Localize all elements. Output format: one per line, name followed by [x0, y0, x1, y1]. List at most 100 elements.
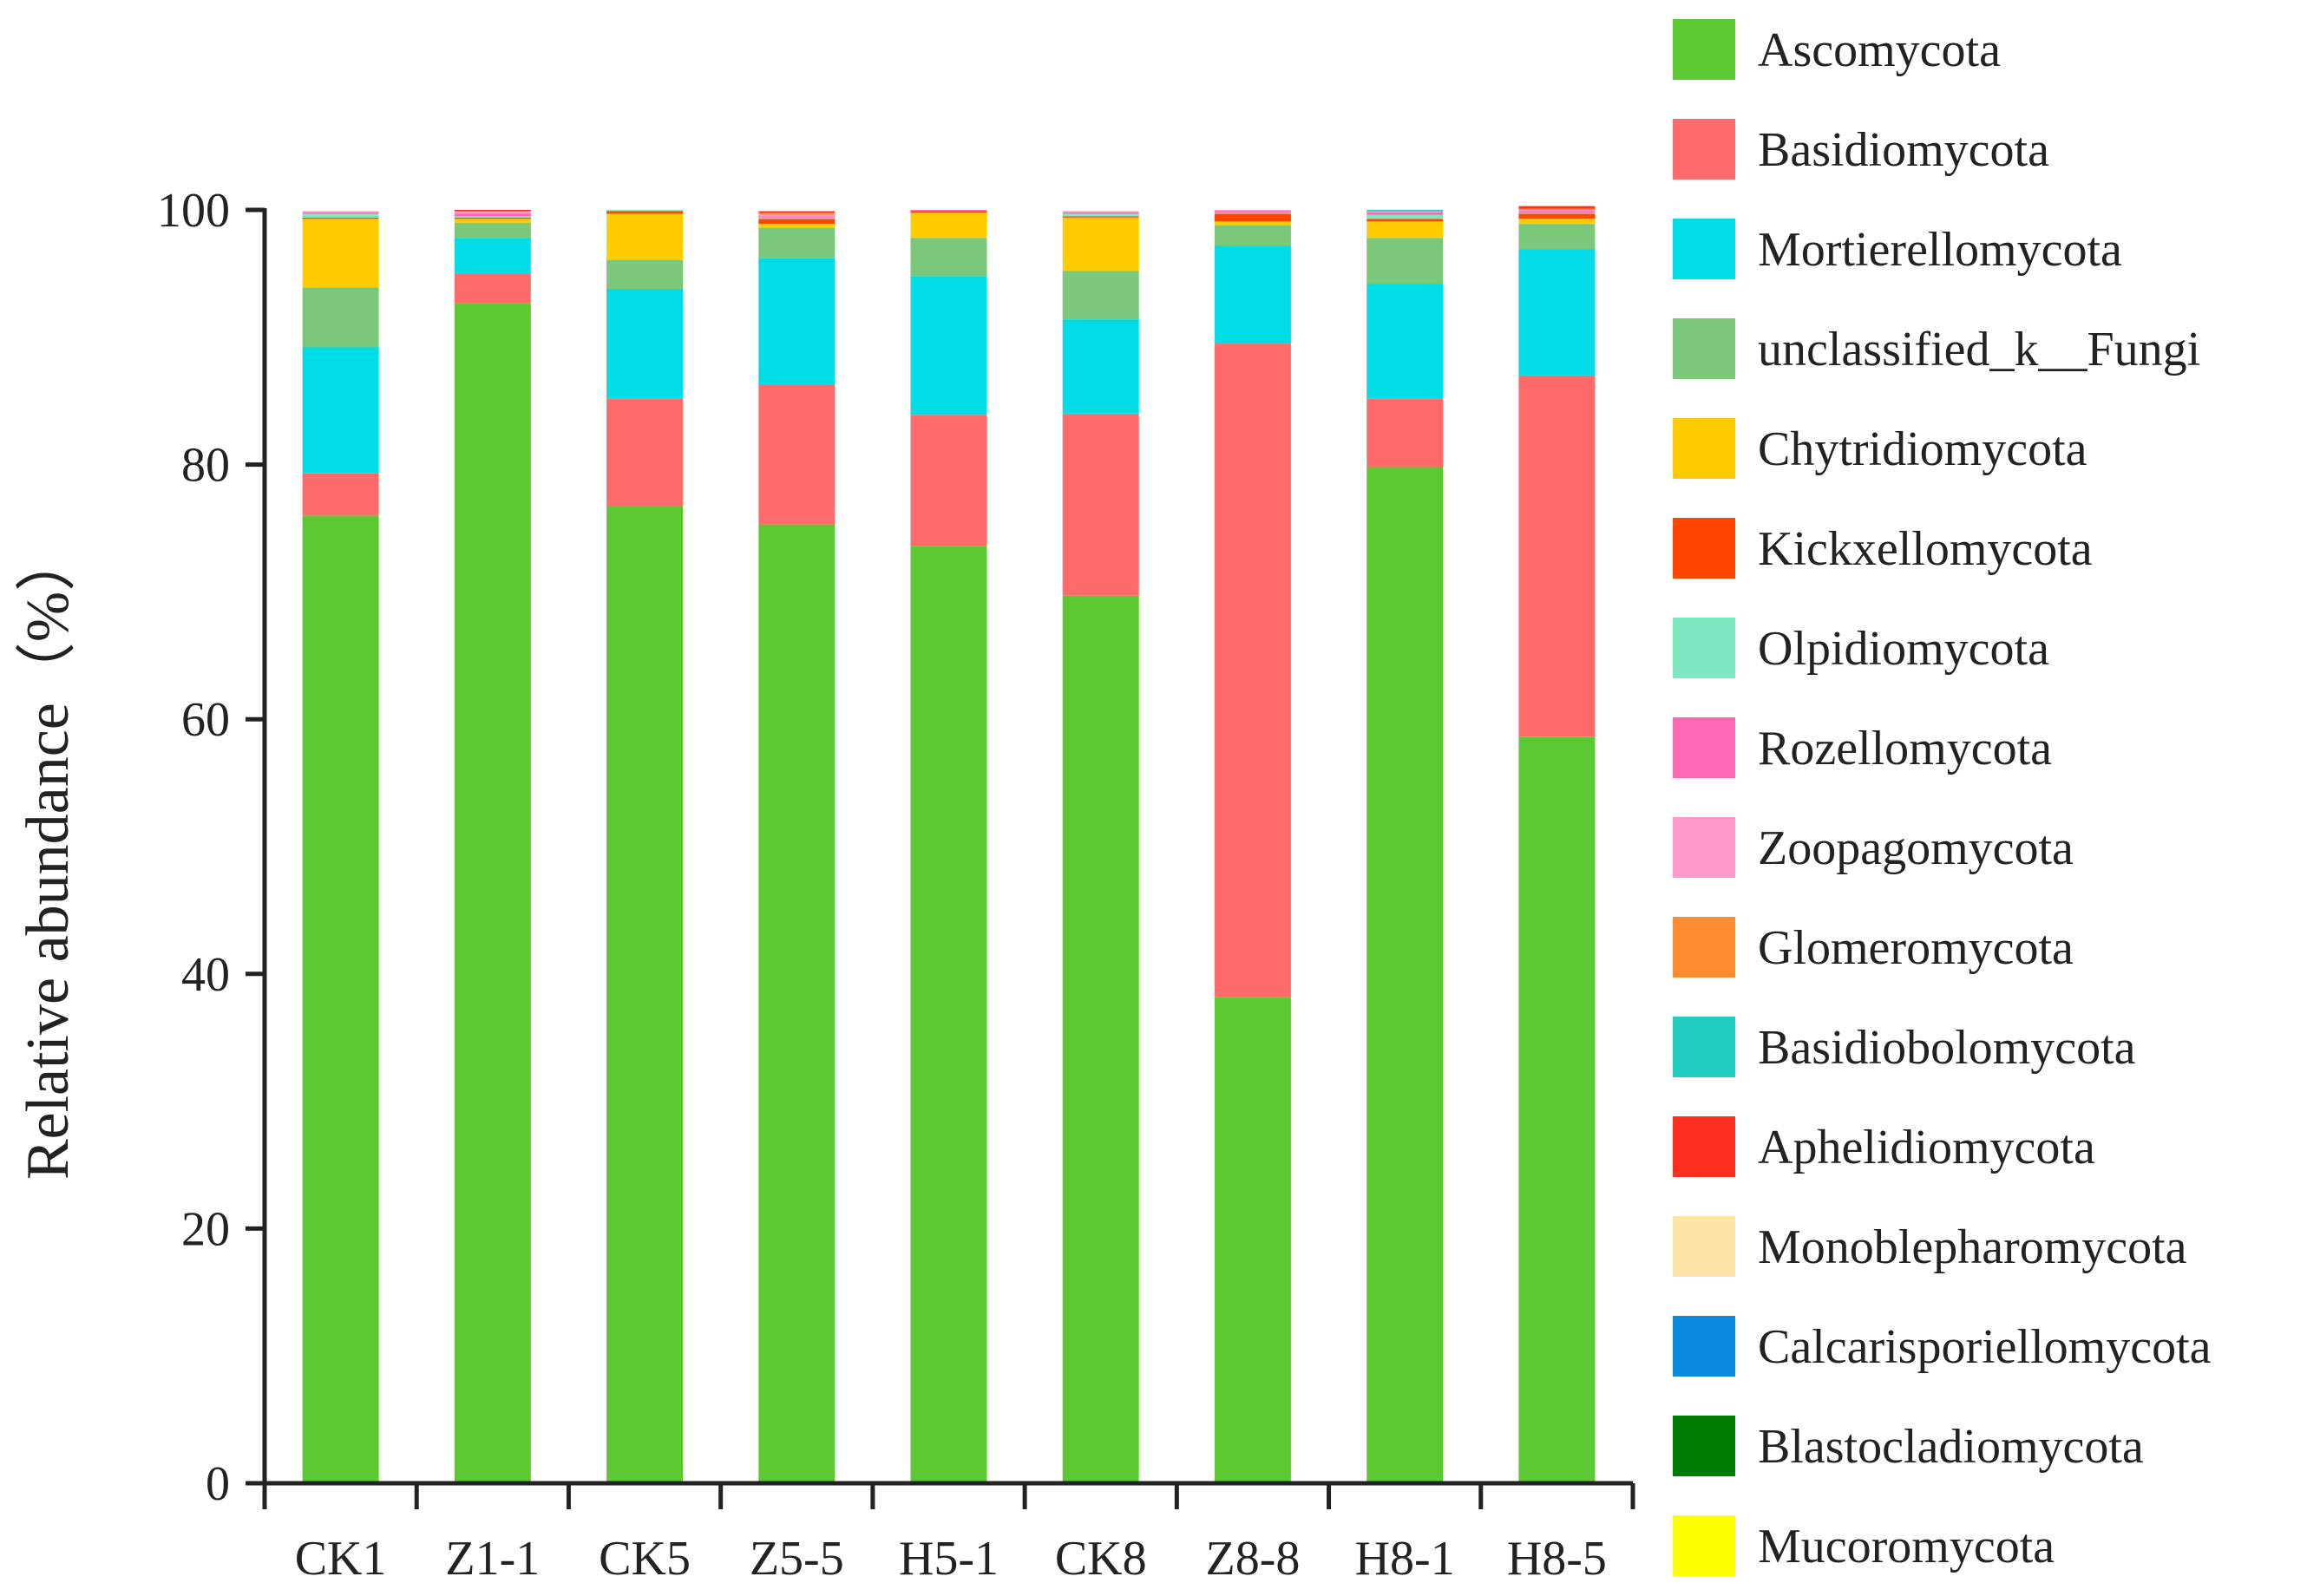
bar-segment-Z5-5-11 [758, 211, 836, 213]
legend-item-Glomeromycota: Glomeromycota [1673, 917, 2074, 978]
legend-label: Mucoromycota [1758, 1520, 2055, 1573]
bar-segment-Z1-1-1 [454, 273, 531, 304]
bar-segment-CK5-0 [606, 507, 684, 1483]
legend-label: Zoopagomycota [1758, 821, 2074, 875]
legend-item-Zoopagomycota: Zoopagomycota [1673, 817, 2074, 878]
bar-segment-H8-1-3 [1367, 238, 1444, 285]
legend-label: Ascomycota [1758, 23, 2001, 77]
legend-label: Chytridiomycota [1758, 422, 2087, 476]
legend-swatch [1673, 1416, 1735, 1476]
legend-swatch [1673, 618, 1735, 678]
bar-segment-H8-5-11 [1518, 206, 1596, 209]
bar-segment-Z5-5-7 [758, 216, 836, 218]
legend-item-Basidiobolomycota: Basidiobolomycota [1673, 1017, 2136, 1077]
bar-segment-CK5-5 [606, 211, 684, 214]
x-tick-label-Z5-5: Z5-5 [750, 1532, 844, 1586]
bar-segment-Z1-1-6 [454, 216, 531, 218]
bar-segment-Z8-8-2 [1214, 245, 1291, 344]
bar-segment-H8-5-1 [1518, 375, 1596, 737]
legend-label: Basidiomycota [1758, 123, 2049, 177]
bar-segment-CK8-8 [1062, 211, 1139, 213]
bar-segment-H5-1-3 [910, 238, 987, 277]
legend-item-Calcarisporiellomycota: Calcarisporiellomycota [1673, 1316, 2212, 1377]
bar-segment-Z5-5-1 [758, 384, 836, 525]
y-tick-label-60: 60 [181, 693, 230, 747]
bar-segment-Z8-8-0 [1214, 997, 1291, 1483]
bar-segment-CK8-1 [1062, 413, 1139, 596]
bar-segment-CK1-3 [302, 287, 379, 348]
bar-segment-CK5-1 [606, 398, 684, 507]
legend-swatch [1673, 19, 1735, 80]
legend-item-Mucoromycota: Mucoromycota [1673, 1515, 2055, 1576]
bar-segment-Z8-8-4 [1214, 221, 1291, 226]
bar-segment-H5-1-0 [910, 546, 987, 1483]
bar-segment-Z8-8-8 [1214, 210, 1291, 212]
bar-segment-H8-5-7 [1518, 211, 1596, 213]
y-tick-label-0: 0 [206, 1457, 230, 1511]
bar-segment-CK8-5 [1062, 216, 1139, 218]
bars-group [302, 206, 1596, 1484]
bar-segment-H8-1-0 [1367, 467, 1444, 1483]
bar-segment-CK5-2 [606, 289, 684, 399]
x-tick-label-Z1-1: Z1-1 [445, 1532, 540, 1586]
legend-item-Rozellomycota: Rozellomycota [1673, 717, 2052, 778]
legend-item-Blastocladiomycota: Blastocladiomycota [1673, 1416, 2144, 1476]
bar-segment-H8-5-8 [1518, 210, 1596, 212]
legend-swatch [1673, 418, 1735, 479]
bar-segment-CK1-0 [302, 515, 379, 1483]
bar-segment-CK1-6 [302, 213, 379, 218]
bar-segment-CK5-3 [606, 259, 684, 290]
legend-label: Calcarisporiellomycota [1758, 1320, 2212, 1374]
x-tick-label-Z8-8: Z8-8 [1206, 1532, 1301, 1586]
bar-segment-H8-1-4 [1367, 221, 1444, 239]
legend-swatch [1673, 219, 1735, 279]
legend-item-Chytridiomycota: Chytridiomycota [1673, 418, 2087, 479]
legend-swatch [1673, 318, 1735, 379]
bar-segment-Z5-5-4 [758, 224, 836, 228]
bar-segment-H8-1-7 [1367, 212, 1444, 215]
bar-segment-Z1-1-8 [454, 211, 531, 214]
legend-swatch [1673, 1316, 1735, 1377]
bar-segment-Z1-1-5 [454, 217, 531, 219]
legend-item-Monoblepharomycota: Monoblepharomycota [1673, 1216, 2187, 1277]
x-tick-label-H8-5: H8-5 [1507, 1532, 1607, 1586]
x-tick-label-CK1: CK1 [295, 1532, 387, 1586]
bar-segment-H5-1-2 [910, 276, 987, 415]
legend-label: unclassified_k__Fungi [1758, 323, 2200, 376]
bar-segment-H8-1-1 [1367, 398, 1444, 468]
legend-item-Olpidiomycota: Olpidiomycota [1673, 618, 2049, 678]
x-tick-label-CK5: CK5 [599, 1532, 691, 1586]
bar-segment-CK8-4 [1062, 217, 1139, 271]
legend-swatch [1673, 717, 1735, 778]
bar-segment-H8-1-2 [1367, 284, 1444, 399]
x-tick-label-H5-1: H5-1 [899, 1532, 999, 1586]
legend-label: Kickxellomycota [1758, 522, 2093, 576]
bar-segment-H8-1-8 [1367, 211, 1444, 213]
bar-segment-H8-5-4 [1518, 219, 1596, 225]
legend-item-Ascomycota: Ascomycota [1673, 19, 2001, 80]
bar-segment-CK1-7 [302, 212, 379, 214]
bar-segment-H8-5-5 [1518, 213, 1596, 219]
bar-segment-Z8-8-5 [1214, 213, 1291, 222]
bar-segment-Z5-5-9 [758, 212, 836, 215]
bar-segment-Z1-1-2 [454, 238, 531, 274]
legend-item-Mortierellomycota: Mortierellomycota [1673, 219, 2122, 279]
bar-segment-H8-5-9 [1518, 208, 1596, 210]
bar-segment-CK1-1 [302, 473, 379, 516]
legend-item-unclassified_k__Fungi: unclassified_k__Fungi [1673, 318, 2200, 379]
bar-segment-CK1-5 [302, 217, 379, 219]
legend-swatch [1673, 917, 1735, 978]
bar-segment-H5-1-4 [910, 212, 987, 239]
legend-label: Glomeromycota [1758, 921, 2074, 975]
bar-segment-CK5-4 [606, 213, 684, 260]
x-tick-label-H8-1: H8-1 [1355, 1532, 1455, 1586]
y-tick-label-40: 40 [181, 948, 230, 1002]
bar-segment-Z1-1-11 [454, 210, 531, 212]
bar-segment-H5-1-5 [910, 211, 987, 213]
bar-segment-Z5-5-8 [758, 214, 836, 217]
legend-label: Aphelidiomycota [1758, 1121, 2095, 1174]
legend-label: Olpidiomycota [1758, 622, 2049, 676]
legend-label: Blastocladiomycota [1758, 1420, 2144, 1474]
axes-group: 0 20 40 60 80 100 CK1 Z1-1 CK5 Z5-5 H5-1 CK8 Z8-8 H8-… [157, 184, 1635, 1586]
